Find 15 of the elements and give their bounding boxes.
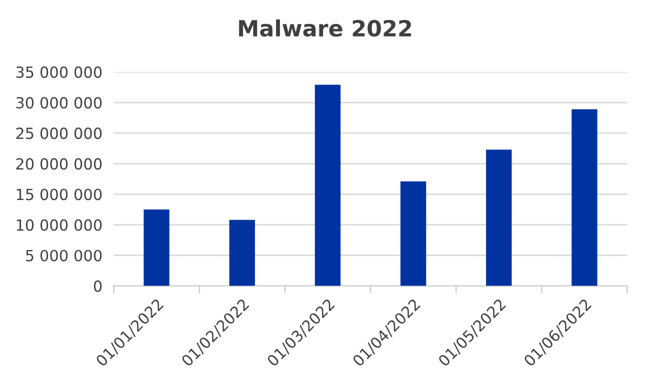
y-tick-label: 15 000 000 — [16, 188, 102, 200]
y-tick-label: 10 000 000 — [16, 219, 102, 231]
bar — [314, 84, 341, 286]
y-tick-label: 5 000 000 — [26, 250, 102, 262]
chart-title: Malware 2022 — [239, 19, 411, 37]
y-tick-label: 30 000 000 — [16, 96, 102, 109]
bar — [486, 150, 512, 286]
y-tick-label: 25 000 000 — [16, 128, 102, 140]
y-tick-label: 20 000 000 — [16, 158, 102, 170]
y-tick-label: 0 — [94, 280, 102, 292]
bar — [229, 220, 255, 286]
y-tick-label: 35 000 000 — [16, 66, 102, 78]
bar — [572, 109, 598, 286]
bar — [144, 210, 170, 286]
bar — [400, 181, 426, 286]
